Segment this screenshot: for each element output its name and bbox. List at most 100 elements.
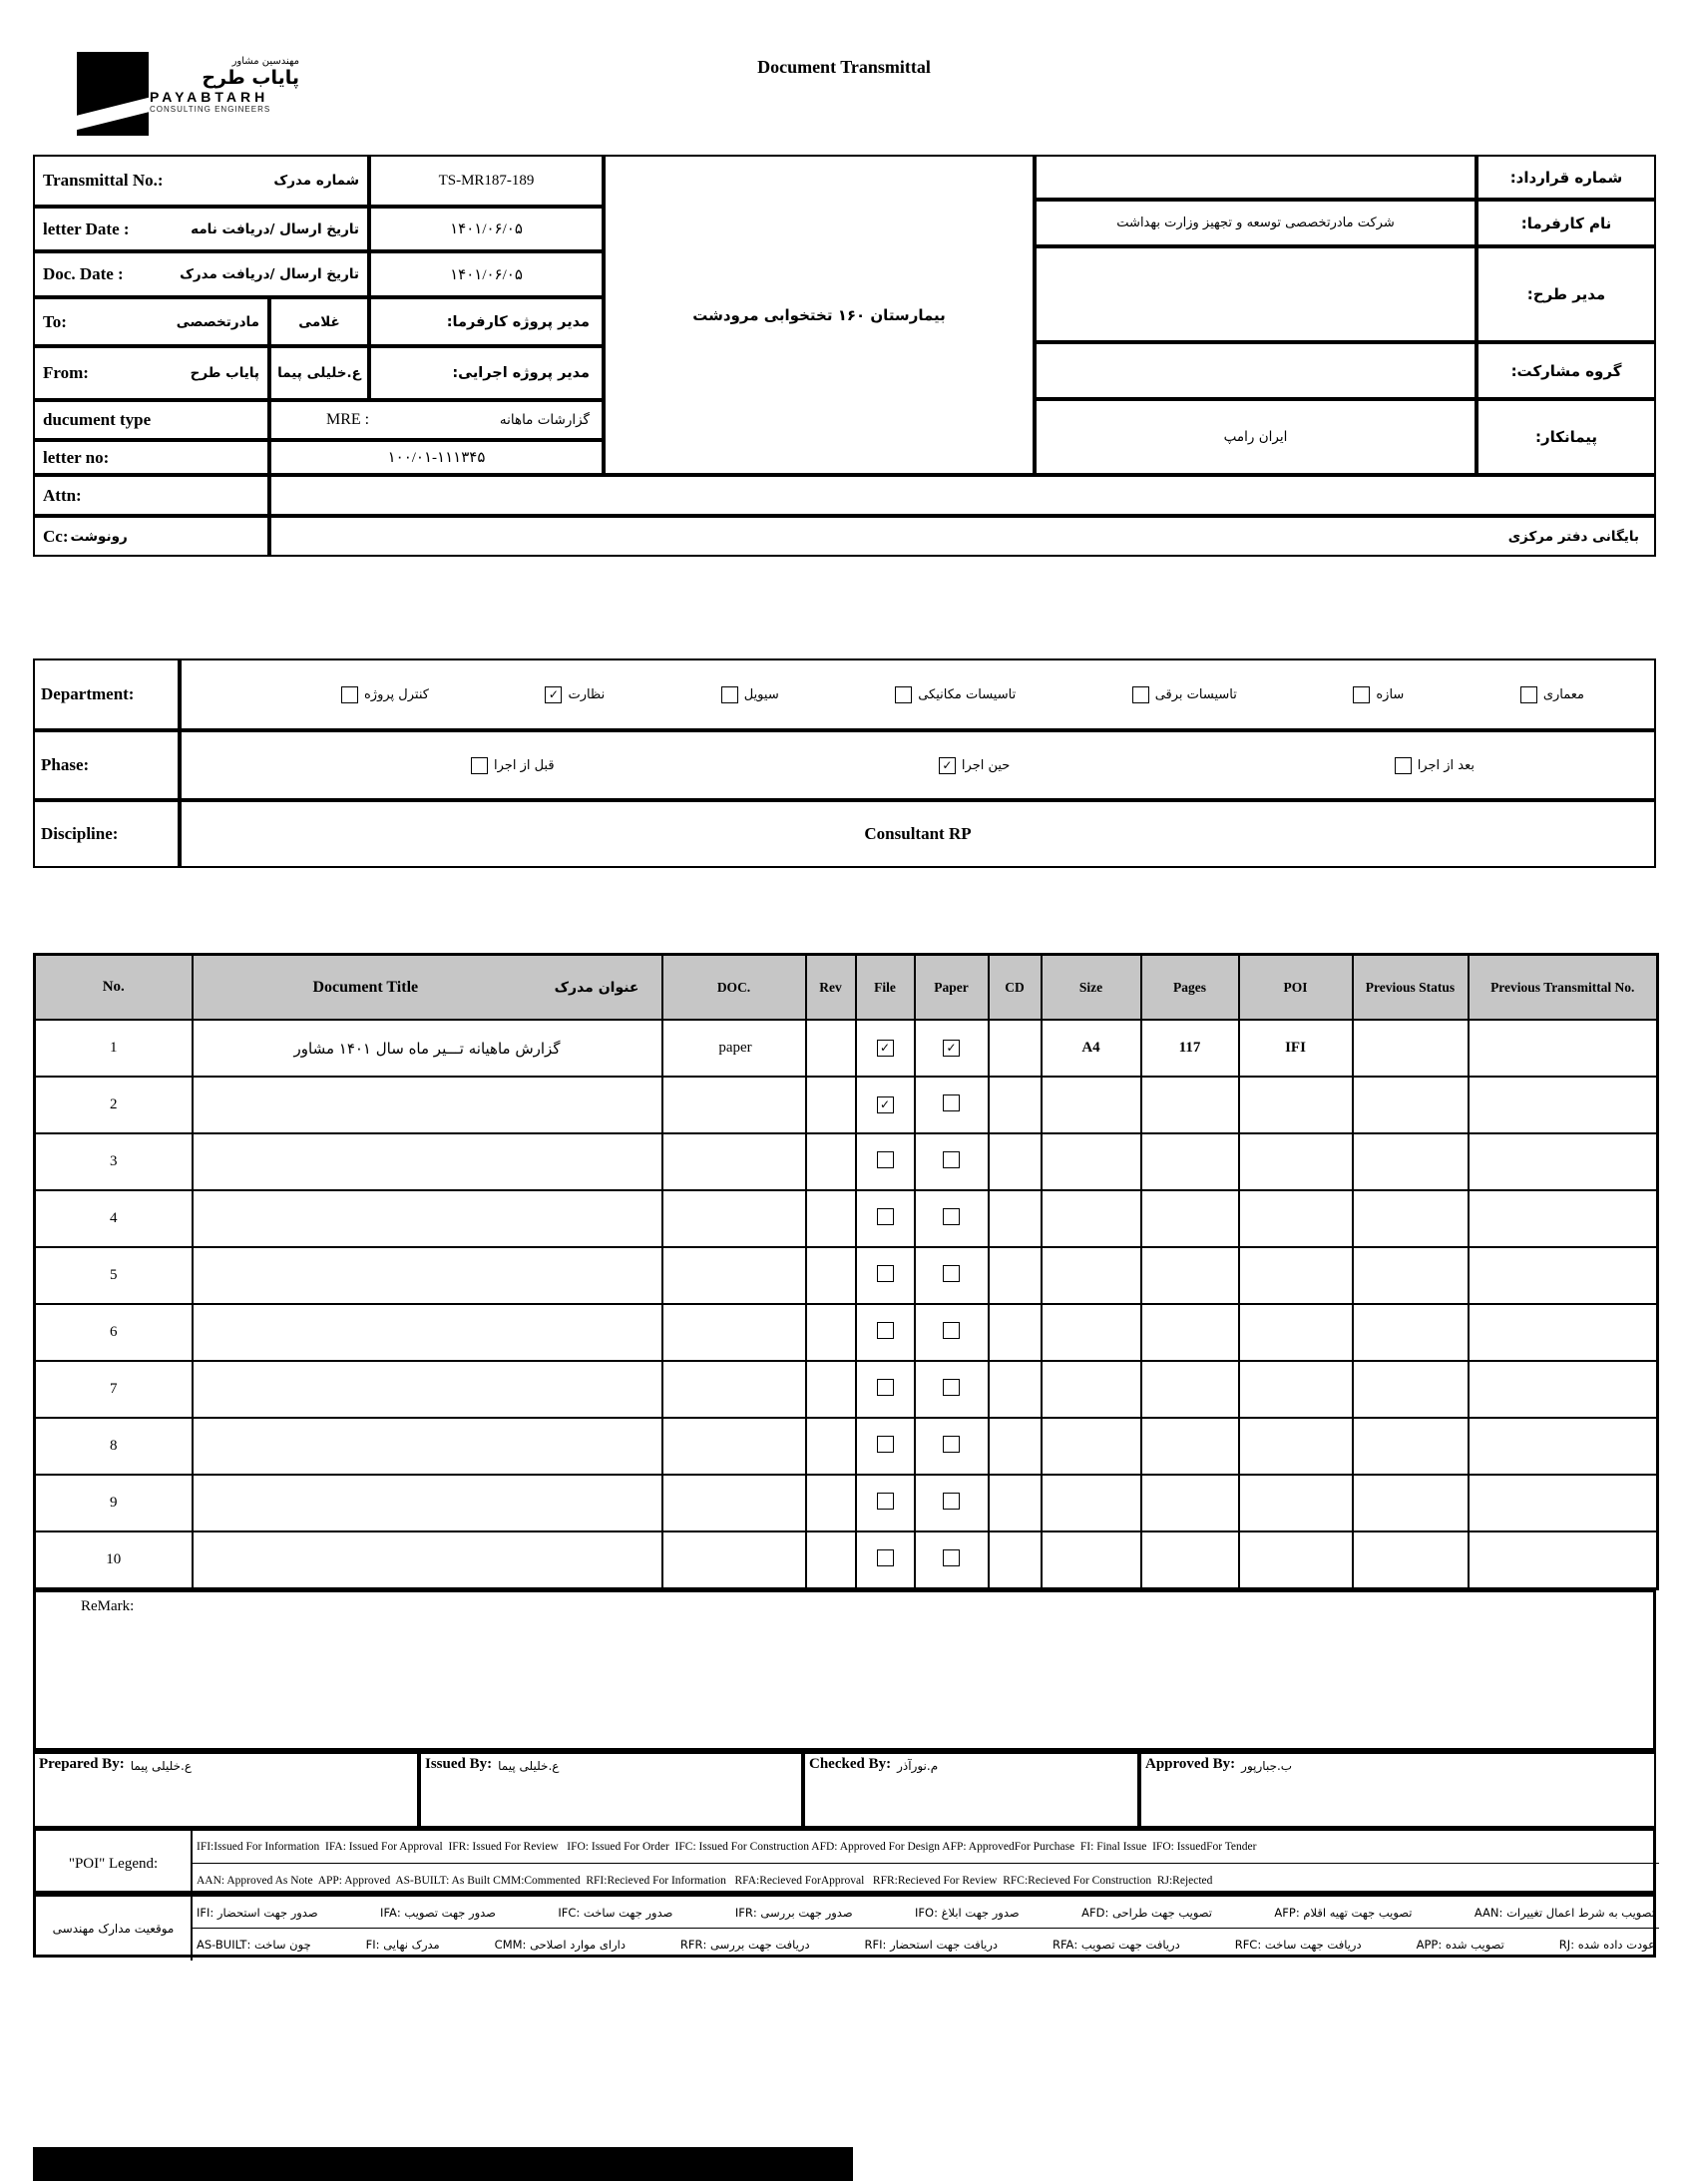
row-paper-checkbox[interactable] — [943, 1435, 960, 1453]
department-option: کنترل پروژه — [341, 685, 429, 703]
phase-checkbox[interactable] — [471, 756, 488, 774]
signature-row: Prepared By: ع.خلیلی پیما Issued By: ع.خ… — [33, 1751, 1656, 1828]
row-size — [1040, 1474, 1142, 1532]
row-rev — [804, 1189, 857, 1248]
department-option-label: تاسیسات مکانیکی — [918, 686, 1017, 702]
row-paper-checkbox[interactable] — [943, 1150, 960, 1168]
row-paper-checkbox[interactable] — [943, 1207, 960, 1225]
poi-legend-fa-item: تصویب جهت تهیه اقلام :AFP — [1274, 1905, 1413, 1920]
department-checkbox[interactable] — [1519, 685, 1537, 703]
poi-legend-fa-item: عودت داده شده :RJ — [1558, 1938, 1655, 1952]
row-no: 7 — [33, 1360, 194, 1419]
row-file-checkbox[interactable] — [876, 1264, 894, 1282]
row-poi — [1237, 1474, 1354, 1532]
col-paper: Paper — [913, 953, 990, 1021]
department-checkbox[interactable] — [895, 685, 913, 703]
poi-legend-fa-item: صدور جهت تصویب :IFA — [380, 1905, 496, 1920]
row-paper-checkbox[interactable]: ✓ — [943, 1039, 960, 1057]
doc-type-value-cell: MRE : گزارشات ماهانه — [269, 400, 604, 440]
client-pm-name: غلامی — [269, 297, 369, 346]
row-no: 10 — [33, 1530, 194, 1590]
row-file — [854, 1360, 916, 1419]
row-title — [191, 1417, 663, 1476]
row-prev-status — [1351, 1132, 1470, 1191]
exec-pm-label: مدیر پروژه اجرایی: — [369, 346, 604, 400]
row-doc-type — [660, 1246, 807, 1305]
poi-legend-fa-item: تصویب جهت طراحی :AFD — [1081, 1905, 1212, 1920]
row-paper — [913, 1417, 990, 1476]
col-rev: Rev — [804, 953, 857, 1021]
row-file-checkbox[interactable]: ✓ — [876, 1095, 894, 1113]
phase-checkbox[interactable]: ✓ — [938, 756, 956, 774]
issued-by-cell: Issued By: ع.خلیلی پیما — [419, 1752, 803, 1828]
checked-by-name: م.نورآذر — [897, 1759, 939, 1773]
row-rev — [804, 1417, 857, 1476]
phase-label: Phase: — [41, 755, 90, 774]
row-paper-checkbox[interactable] — [943, 1492, 960, 1510]
department-option: سازه — [1353, 685, 1404, 703]
poi-legend-fa: موقعیت مدارک مهندسی صدور جهت استحضار :IF… — [33, 1894, 1659, 1961]
row-file-checkbox[interactable] — [876, 1492, 894, 1510]
row-rev — [804, 1132, 857, 1191]
doc-type-label-cell: ducument type — [33, 400, 269, 440]
row-no: 9 — [33, 1474, 194, 1532]
row-file-checkbox[interactable] — [876, 1150, 894, 1168]
row-file-checkbox[interactable] — [876, 1207, 894, 1225]
to-label: To: — [43, 311, 67, 331]
checked-by-cell: Checked By: م.نورآذر — [803, 1752, 1139, 1828]
row-file-checkbox[interactable] — [876, 1548, 894, 1566]
department-checkbox[interactable]: ✓ — [545, 685, 563, 703]
attn-label-cell: Attn: — [33, 475, 269, 516]
department-checkbox[interactable] — [1131, 685, 1149, 703]
row-prev-status — [1351, 1360, 1470, 1419]
department-checkbox[interactable] — [720, 685, 738, 703]
row-paper-checkbox[interactable] — [943, 1264, 960, 1282]
doc-date-label-en: Doc. Date : — [43, 264, 124, 283]
doc-type-label: ducument type — [43, 410, 152, 429]
row-prev-no — [1467, 1019, 1659, 1078]
row-paper-checkbox[interactable] — [943, 1378, 960, 1396]
doc-table-row: 8 — [33, 1417, 1659, 1476]
department-checkbox[interactable] — [341, 685, 358, 703]
row-file-checkbox[interactable] — [876, 1435, 894, 1453]
row-file — [854, 1303, 916, 1362]
row-prev-status — [1351, 1076, 1470, 1134]
logo-en-tagline: CONSULTING ENGINEERS — [150, 105, 271, 115]
row-poi — [1237, 1132, 1354, 1191]
letter-date-label-cell: letter Date : تاریخ ارسال /دریافت نامه — [33, 207, 369, 251]
department-label: Department: — [41, 684, 135, 703]
col-doc: DOC. — [660, 953, 807, 1021]
row-size — [1040, 1530, 1142, 1590]
row-prev-status — [1351, 1303, 1470, 1362]
phase-options: قبل از اجرا ✓ حین اجرا بعد از اجرا — [180, 730, 1656, 800]
row-cd — [987, 1303, 1043, 1362]
row-prev-status — [1351, 1189, 1470, 1248]
department-checkbox[interactable] — [1353, 685, 1371, 703]
row-doc-type — [660, 1530, 807, 1590]
row-file-checkbox[interactable]: ✓ — [876, 1039, 894, 1057]
row-file-checkbox[interactable] — [876, 1321, 894, 1339]
department-options: کنترل پروژه ✓ نظارت سیویل تاسیسات مکانیکی تاس… — [180, 658, 1656, 730]
row-paper-checkbox[interactable] — [943, 1093, 960, 1111]
row-file: ✓ — [854, 1076, 916, 1134]
phase-checkbox[interactable] — [1394, 756, 1412, 774]
row-file-checkbox[interactable] — [876, 1378, 894, 1396]
col-file: File — [854, 953, 916, 1021]
row-poi — [1237, 1246, 1354, 1305]
discipline-value: Consultant RP — [180, 800, 1656, 868]
row-paper: ✓ — [913, 1019, 990, 1078]
col-prev-no: Previous Transmittal No. — [1467, 953, 1659, 1021]
row-doc-type — [660, 1360, 807, 1419]
poi-legend-line1: IFI:Issued For Information IFA: Issued F… — [193, 1831, 1659, 1864]
row-pages: 117 — [1139, 1019, 1240, 1078]
row-paper-checkbox[interactable] — [943, 1548, 960, 1566]
row-paper-checkbox[interactable] — [943, 1321, 960, 1339]
row-doc-type — [660, 1076, 807, 1134]
col-title-en: Document Title — [312, 978, 419, 996]
department-option: سیویل — [720, 685, 779, 703]
header-info-table: Transmittal No.: شماره مدرک TS-MR187-189… — [33, 155, 1656, 557]
row-rev — [804, 1303, 857, 1362]
letter-no-label: letter no: — [43, 447, 110, 467]
contractor-value: ایران رامپ — [1035, 399, 1477, 475]
row-title — [191, 1246, 663, 1305]
